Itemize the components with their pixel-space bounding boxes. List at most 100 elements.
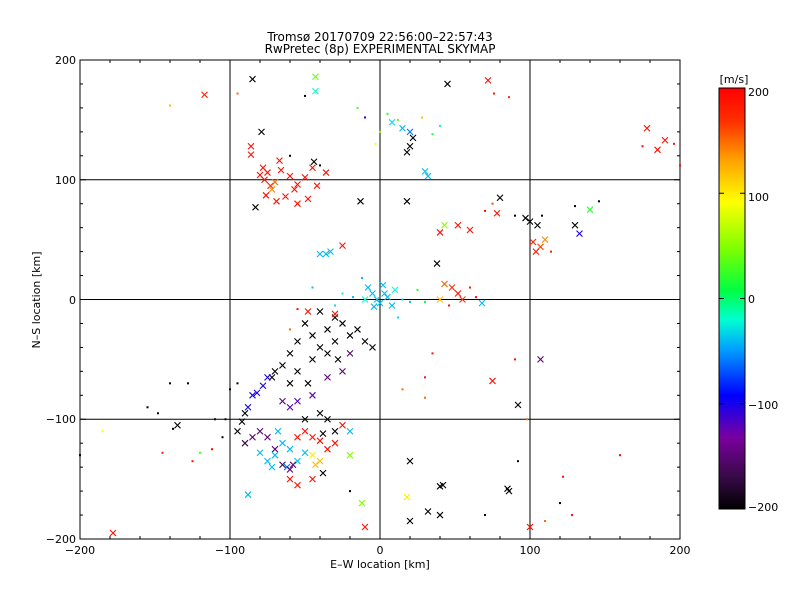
cross-marker <box>267 182 274 190</box>
cross-marker <box>249 391 256 399</box>
cross-marker <box>339 421 346 429</box>
dot-marker <box>541 214 543 217</box>
cross-marker <box>264 373 271 381</box>
cross-marker <box>276 157 283 164</box>
cross-marker <box>526 218 534 226</box>
cross-marker <box>268 185 276 193</box>
cross-marker <box>273 197 280 205</box>
dot-marker <box>374 142 377 145</box>
dot-marker <box>224 418 227 421</box>
cross-marker <box>319 469 327 477</box>
x-tick-label: 100 <box>520 544 541 557</box>
cross-marker <box>286 466 294 473</box>
cross-marker <box>571 221 579 229</box>
cross-marker <box>370 303 378 311</box>
cross-marker <box>316 457 324 465</box>
colorbar-unit-label: [m/s] <box>720 73 749 86</box>
cross-marker <box>334 355 342 363</box>
dot-marker <box>172 427 174 430</box>
cross-marker <box>496 194 504 202</box>
cross-marker <box>358 499 366 507</box>
dot-marker <box>191 460 194 463</box>
dot-marker <box>236 92 239 95</box>
cross-marker <box>294 367 301 375</box>
cross-marker <box>364 284 372 291</box>
cross-marker <box>376 299 384 307</box>
axis-ticks <box>79 59 681 540</box>
cross-marker <box>312 87 319 95</box>
cross-marker <box>279 361 286 369</box>
cross-marker <box>436 482 444 490</box>
cross-marker <box>286 403 294 411</box>
cross-marker <box>403 148 411 156</box>
cross-marker <box>256 449 264 457</box>
cross-marker <box>316 409 324 417</box>
cross-marker <box>409 134 417 142</box>
dot-marker <box>526 418 528 421</box>
cross-marker <box>361 523 369 531</box>
cross-marker <box>249 75 256 83</box>
dot-marker <box>304 94 306 97</box>
cross-marker <box>312 461 319 469</box>
data-markers <box>79 73 681 537</box>
cross-marker <box>294 457 301 465</box>
cross-marker <box>346 349 354 357</box>
dot-marker <box>169 382 171 385</box>
cross-marker <box>529 238 537 246</box>
dot-marker <box>379 130 381 133</box>
cross-marker <box>436 296 444 303</box>
cross-marker <box>316 250 324 258</box>
cross-marker <box>369 290 376 297</box>
cross-marker <box>279 439 286 447</box>
dot-marker <box>169 104 171 107</box>
x-tick-label: −200 <box>65 544 95 557</box>
cross-marker <box>294 397 301 405</box>
cross-marker <box>643 124 651 132</box>
cross-marker <box>522 214 529 222</box>
dot-marker <box>334 304 336 307</box>
dot-marker <box>424 300 426 303</box>
dot-marker <box>424 376 426 379</box>
y-tick-label: −200 <box>46 533 76 546</box>
cross-marker <box>339 320 346 327</box>
dot-marker <box>559 502 561 505</box>
cross-marker <box>294 200 301 208</box>
cross-marker <box>309 391 316 399</box>
cross-marker <box>249 433 256 441</box>
dot-marker <box>356 106 359 109</box>
dot-marker <box>229 388 231 391</box>
dot-marker <box>319 164 321 167</box>
cross-marker <box>388 302 396 309</box>
dot-marker <box>431 352 434 355</box>
y-tick-label: −100 <box>46 413 76 426</box>
cross-marker <box>261 176 268 184</box>
grid-lines <box>80 60 680 539</box>
cross-marker <box>310 158 318 166</box>
cross-marker <box>331 338 339 345</box>
cross-marker <box>268 463 276 471</box>
cross-marker <box>253 389 261 397</box>
cross-marker <box>324 415 331 423</box>
dot-marker <box>484 209 486 212</box>
cross-marker <box>484 76 492 84</box>
cross-marker <box>406 128 414 136</box>
dot-marker <box>416 288 419 291</box>
dot-marker <box>619 454 621 457</box>
cross-marker <box>459 296 466 303</box>
colorbar-tick-label: −200 <box>748 501 778 514</box>
dot-marker <box>397 118 399 121</box>
cross-marker <box>369 344 376 351</box>
dot-marker <box>221 436 224 439</box>
cross-marker <box>241 439 249 447</box>
cross-marker <box>271 178 279 186</box>
cross-marker <box>403 493 411 501</box>
cross-marker <box>286 172 294 180</box>
cross-marker <box>294 181 301 188</box>
chart-title-line2: RwPretec (8p) EXPERIMENTAL SKYMAP <box>265 42 496 56</box>
cross-marker <box>322 250 330 258</box>
dot-marker <box>157 412 159 415</box>
cross-marker <box>346 427 354 435</box>
cross-marker <box>244 491 252 499</box>
colorbar-tick-label: 100 <box>748 191 769 204</box>
cross-marker <box>441 221 448 229</box>
